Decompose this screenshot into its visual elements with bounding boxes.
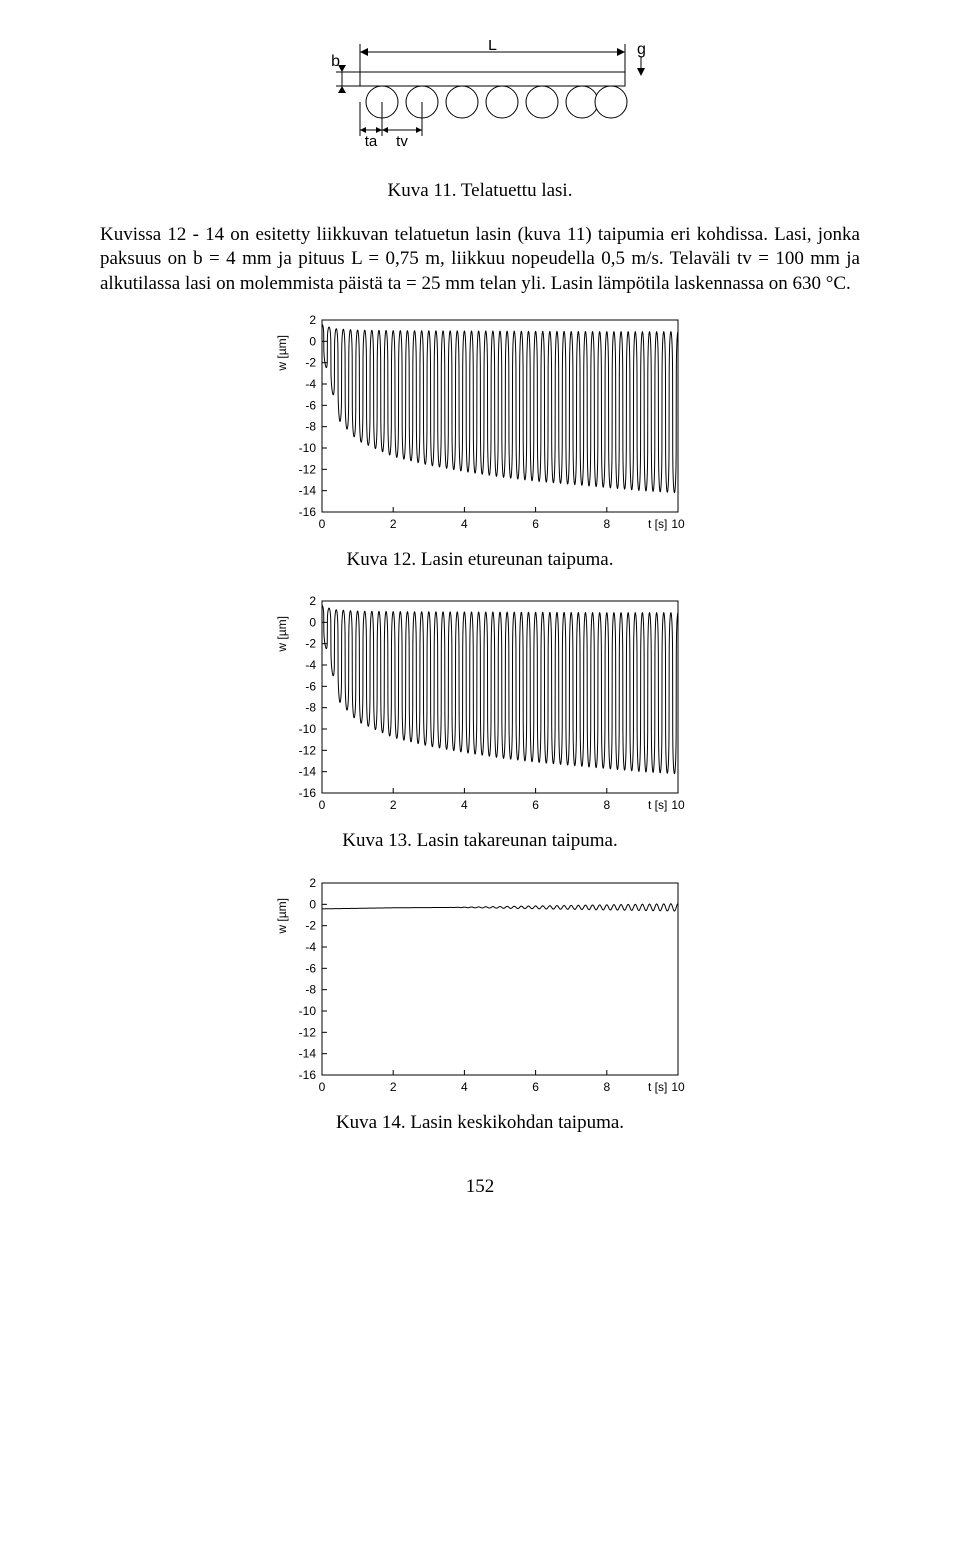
- figure-13-caption: Kuva 13. Lasin takareunan taipuma.: [100, 829, 860, 854]
- figure-12-caption: Kuva 12. Lasin etureunan taipuma.: [100, 548, 860, 573]
- svg-text:-8: -8: [305, 701, 316, 715]
- figure-12-chart: -16 -14 -12 -10 -8 -6 -4 -2 0 2 0 2 4 6 8 10 w [µm] t [s]: [100, 310, 860, 540]
- svg-text:10: 10: [671, 1080, 685, 1094]
- svg-text:0: 0: [319, 517, 326, 531]
- page-number: 152: [100, 1176, 860, 1198]
- svg-text:w [µm]: w [µm]: [275, 898, 289, 935]
- svg-text:2: 2: [309, 876, 316, 890]
- svg-text:2: 2: [390, 798, 397, 812]
- svg-text:0: 0: [309, 334, 316, 348]
- paragraph-body: Kuvissa 12 - 14 on esitetty liikkuvan te…: [100, 223, 860, 297]
- svg-text:6: 6: [532, 517, 539, 531]
- figure-11-caption: Kuva 11. Telatuettu lasi.: [100, 179, 860, 204]
- svg-text:6: 6: [532, 1080, 539, 1094]
- svg-text:4: 4: [461, 517, 468, 531]
- svg-text:-6: -6: [305, 961, 316, 975]
- svg-text:4: 4: [461, 1080, 468, 1094]
- svg-text:-2: -2: [305, 637, 316, 651]
- svg-text:-4: -4: [305, 377, 316, 391]
- svg-text:0: 0: [319, 1080, 326, 1094]
- svg-text:-2: -2: [305, 355, 316, 369]
- svg-text:-14: -14: [299, 483, 317, 497]
- svg-text:t [s]: t [s]: [648, 1080, 667, 1094]
- svg-text:-6: -6: [305, 398, 316, 412]
- svg-text:-14: -14: [299, 1047, 317, 1061]
- svg-text:g: g: [637, 41, 646, 58]
- svg-text:-12: -12: [299, 744, 317, 758]
- svg-text:-10: -10: [299, 722, 317, 736]
- svg-text:8: 8: [603, 517, 610, 531]
- svg-text:-14: -14: [299, 765, 317, 779]
- svg-text:10: 10: [671, 517, 685, 531]
- figure-11-diagram: Lg b ta tv: [100, 40, 860, 160]
- svg-text:-12: -12: [299, 1025, 317, 1039]
- svg-text:0: 0: [309, 897, 316, 911]
- svg-text:0: 0: [309, 616, 316, 630]
- svg-text:8: 8: [603, 798, 610, 812]
- svg-text:-16: -16: [299, 786, 317, 800]
- svg-text:-16: -16: [299, 505, 317, 519]
- svg-text:-12: -12: [299, 462, 317, 476]
- svg-text:0: 0: [319, 798, 326, 812]
- svg-text:2: 2: [390, 1080, 397, 1094]
- svg-text:ta: ta: [365, 133, 378, 150]
- svg-text:10: 10: [671, 798, 685, 812]
- figure-14-chart: -16 -14 -12 -10 -8 -6 -4 -2 0 2 0 2 4 6 8 10 w [µm] t [s]: [100, 873, 860, 1103]
- svg-text:-4: -4: [305, 658, 316, 672]
- svg-text:2: 2: [309, 594, 316, 608]
- svg-text:-8: -8: [305, 419, 316, 433]
- svg-text:w [µm]: w [µm]: [275, 335, 289, 372]
- svg-text:-10: -10: [299, 441, 317, 455]
- svg-text:-2: -2: [305, 919, 316, 933]
- svg-text:-16: -16: [299, 1068, 317, 1082]
- svg-text:-10: -10: [299, 1004, 317, 1018]
- svg-text:t [s]: t [s]: [648, 798, 667, 812]
- svg-text:-6: -6: [305, 680, 316, 694]
- svg-text:t [s]: t [s]: [648, 517, 667, 531]
- svg-text:-8: -8: [305, 983, 316, 997]
- svg-text:L: L: [488, 40, 497, 54]
- svg-text:2: 2: [309, 313, 316, 327]
- svg-text:b: b: [331, 53, 340, 70]
- svg-text:tv: tv: [396, 133, 408, 150]
- svg-text:8: 8: [603, 1080, 610, 1094]
- svg-text:-4: -4: [305, 940, 316, 954]
- svg-text:4: 4: [461, 798, 468, 812]
- svg-text:w [µm]: w [µm]: [275, 616, 289, 653]
- figure-13-chart: -16 -14 -12 -10 -8 -6 -4 -2 0 2 0 2 4 6 8 10 w [µm] t [s]: [100, 591, 860, 821]
- svg-text:6: 6: [532, 798, 539, 812]
- svg-text:2: 2: [390, 517, 397, 531]
- figure-14-caption: Kuva 14. Lasin keskikohdan taipuma.: [100, 1111, 860, 1136]
